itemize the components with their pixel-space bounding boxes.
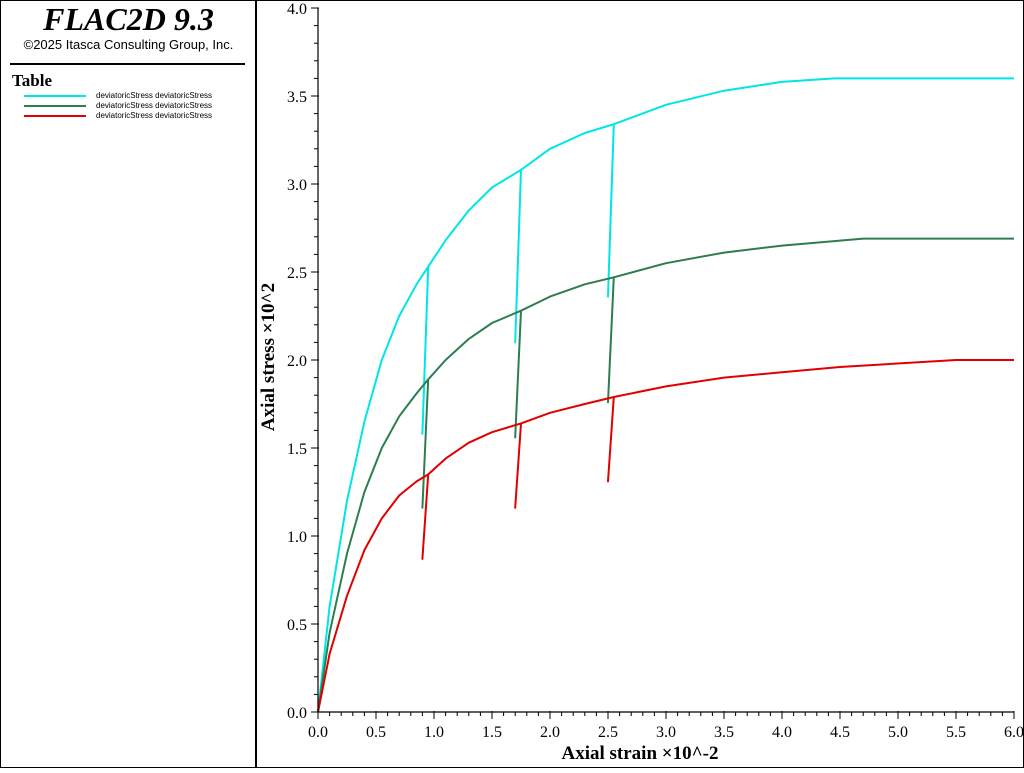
y-tick-label: 1.0 xyxy=(287,529,307,546)
y-tick-label: 2.0 xyxy=(287,353,307,370)
series-line-3 xyxy=(317,359,1014,713)
legend-swatch xyxy=(24,95,86,97)
x-tick-label: 5.0 xyxy=(888,724,908,741)
x-tick-label: 3.0 xyxy=(656,724,676,741)
legend-label: deviatoricStress deviatoricStress xyxy=(96,101,213,110)
y-tick-label: 0.5 xyxy=(287,617,307,634)
x-tick-label: 4.5 xyxy=(830,724,850,741)
legend-label: deviatoricStress deviatoricStress xyxy=(96,91,213,100)
y-tick-label: 3.5 xyxy=(287,89,307,106)
axes-group xyxy=(311,7,1015,719)
legend-label: deviatoricStress deviatoricStress xyxy=(96,111,213,120)
x-tick-label: 2.0 xyxy=(540,724,560,741)
legend-title: Table xyxy=(12,71,53,90)
y-tick-label: 1.5 xyxy=(287,441,307,458)
x-tick-label: 2.5 xyxy=(598,724,618,741)
y-tick-label: 3.0 xyxy=(287,177,307,194)
sidebar-divider xyxy=(10,63,245,65)
x-tick-label: 0.5 xyxy=(366,724,386,741)
y-tick-label: 2.5 xyxy=(287,265,307,282)
x-tick-label: 4.0 xyxy=(772,724,792,741)
x-tick-label: 1.0 xyxy=(424,724,444,741)
x-tick-label: 0.0 xyxy=(308,724,328,741)
app-title: FLAC2D 9.3 xyxy=(43,1,214,37)
plot-area: 0.0 0.5 1.0 1.5 2.0 2.5 3.0 3.5 4.0 0.0 0.5 1.0 1.5 2… xyxy=(257,0,1024,768)
legend-swatch xyxy=(24,115,86,117)
x-tick-label: 1.5 xyxy=(482,724,502,741)
copyright-notice: ©2025 Itasca Consulting Group, Inc. xyxy=(23,37,234,52)
labels-group: 0.0 0.5 1.0 1.5 2.0 2.5 3.0 3.5 4.0 0.0 0.5 1.0 1.5 2… xyxy=(258,1,1024,764)
y-tick-label: 0.0 xyxy=(287,705,307,722)
x-tick-label: 3.5 xyxy=(714,724,734,741)
series-group xyxy=(317,77,1014,713)
legend-swatch xyxy=(24,105,86,107)
chart-svg: 0.0 0.5 1.0 1.5 2.0 2.5 3.0 3.5 4.0 0.0 0.5 1.0 1.5 2… xyxy=(258,1,1024,764)
series-line-1 xyxy=(317,77,1014,713)
x-tick-label: 5.5 xyxy=(946,724,966,741)
x-axis-label: Axial strain ×10^-2 xyxy=(562,743,719,764)
x-tick-label: 6.0 xyxy=(1004,724,1024,741)
sidebar-panel: FLAC2D 9.3 ©2025 Itasca Consulting Group… xyxy=(0,0,257,768)
series-line-2 xyxy=(317,237,1014,713)
y-axis-label: Axial stress ×10^2 xyxy=(258,283,279,431)
y-tick-label: 4.0 xyxy=(287,1,307,18)
